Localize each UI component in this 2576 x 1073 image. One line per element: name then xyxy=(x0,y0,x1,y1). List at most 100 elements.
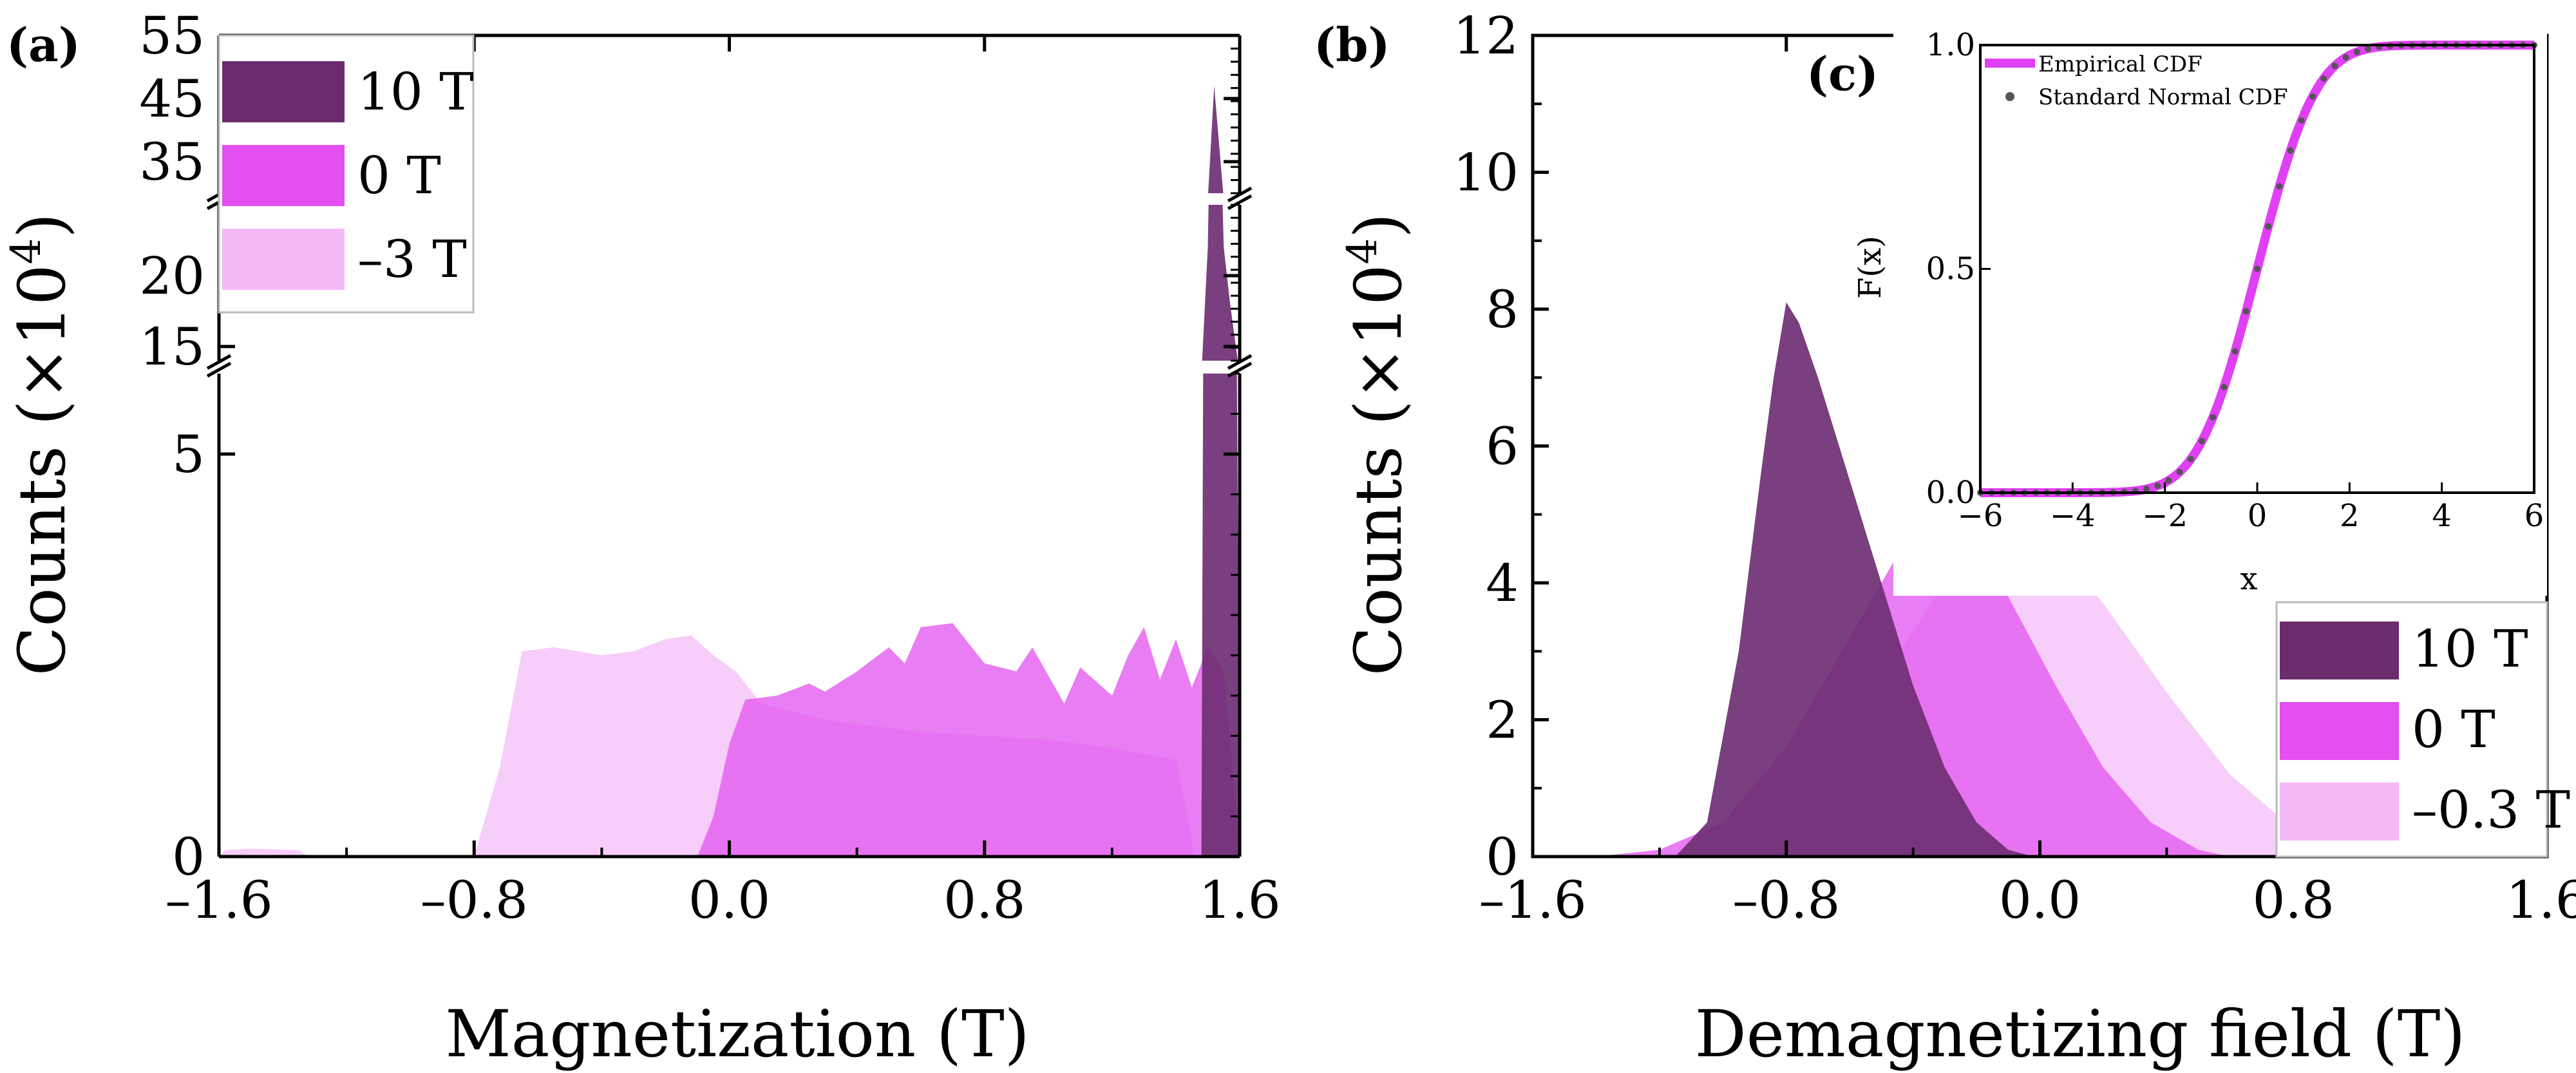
normal-cdf-point xyxy=(2254,265,2260,272)
panel-a-legend: 10 T 0 T –3 T xyxy=(218,34,475,314)
panel-a-label: (a) xyxy=(6,17,80,72)
axis-break-mark xyxy=(1227,354,1253,370)
y-tick-label: 15 xyxy=(139,317,205,377)
normal-cdf-point xyxy=(2342,54,2349,61)
legend-swatch xyxy=(2280,783,2399,840)
y-tick-label: 6 xyxy=(1486,417,1519,477)
legend-label: –3 T xyxy=(357,229,467,289)
y-tick-label: 4 xyxy=(1486,553,1519,613)
legend-label: Empirical CDF xyxy=(2038,52,2202,77)
x-tick-label: –1.6 xyxy=(1479,870,1586,930)
y-tick-label: 20 xyxy=(139,246,205,306)
normal-cdf-point xyxy=(2287,147,2294,154)
panel-b-legend: 10 T 0 T –0.3 T xyxy=(2275,601,2570,858)
panel-b-label: (b) xyxy=(1314,17,1390,72)
series-0T-area-s1 xyxy=(697,361,1240,375)
x-tick-label: 2 xyxy=(2340,498,2360,534)
x-tick-label: 0.8 xyxy=(943,870,1025,930)
normal-cdf-point xyxy=(2242,308,2249,315)
normal-cdf-point xyxy=(2154,482,2161,489)
x-tick-label: 0.0 xyxy=(688,870,770,930)
axis-break-mark xyxy=(1227,186,1253,203)
x-tick-label: −6 xyxy=(1958,498,2003,534)
legend-label: 10 T xyxy=(357,62,474,122)
legend-label: 0 T xyxy=(2412,699,2496,759)
legend-swatch xyxy=(2280,702,2399,760)
normal-cdf-point xyxy=(2231,348,2239,355)
panel-c-xlabel: x xyxy=(2240,561,2257,597)
y-tick-label: 2 xyxy=(1486,690,1519,750)
normal-cdf-point xyxy=(2276,183,2283,190)
y-tick-label: 1.0 xyxy=(1926,27,1975,63)
x-tick-label: –0.8 xyxy=(1732,870,1840,930)
y-tick-label: 0.0 xyxy=(1926,475,1975,511)
series-10T-area-s1 xyxy=(1201,205,1240,361)
y-tick-label: 0.5 xyxy=(1926,251,1975,287)
axis-break-mark xyxy=(1227,194,1253,211)
normal-cdf-point xyxy=(2199,438,2205,445)
normal-cdf-point xyxy=(2309,93,2316,100)
x-tick-label: –0.8 xyxy=(421,870,528,930)
legend-label: 10 T xyxy=(2412,619,2528,679)
normal-cdf-point xyxy=(2353,48,2360,55)
panel-c: (c) −6 −4 −2 0 2 4 6 0.0 0.5 1.0 Empirical CDF Sta… xyxy=(1806,27,2547,597)
legend-point-swatch xyxy=(2005,92,2014,101)
y-tick-label: 55 xyxy=(139,6,205,66)
x-tick-label: 0.8 xyxy=(2253,870,2334,930)
normal-cdf-point xyxy=(2265,223,2272,230)
panel-a-ylabel-main: Counts (×10 xyxy=(5,264,80,676)
panel-c-legend: Empirical CDF Standard Normal CDF xyxy=(1985,52,2288,110)
panel-a-ylabel-sup: 4 xyxy=(3,238,50,265)
y-tick-label: 0 xyxy=(172,827,205,887)
panel-a-ylabel: Counts (×104) xyxy=(3,213,80,676)
y-tick-label: 10 xyxy=(1453,143,1519,203)
series-10T-area xyxy=(1675,302,2034,857)
axis-break-mark xyxy=(206,354,232,370)
x-tick-label: 6 xyxy=(2524,498,2544,534)
normal-cdf-point xyxy=(2331,62,2338,70)
axis-break-mark xyxy=(206,361,232,378)
legend-swatch xyxy=(2280,622,2399,679)
panel-b-xlabel: Demagnetizing field (T) xyxy=(1695,996,2466,1072)
normal-cdf-point xyxy=(2143,486,2150,493)
y-tick-label: 8 xyxy=(1486,280,1519,339)
legend-swatch xyxy=(222,145,345,206)
panel-b-axes: –1.6 –0.8 0.0 0.8 1.6 0 2 4 6 8 10 12 xyxy=(1453,6,2576,930)
x-tick-label: 0 xyxy=(2248,498,2268,534)
normal-cdf-point xyxy=(2187,455,2194,462)
panel-c-axes: −6 −4 −2 0 2 4 6 0.0 0.5 1.0 xyxy=(1926,27,2544,534)
panel-b: (b) –1.6 –0.8 0.0 0.8 1.6 0 2 4 6 8 10 12 10 T 0 T –0… xyxy=(1314,6,2576,1072)
legend-label: –0.3 T xyxy=(2412,780,2570,840)
normal-cdf-point xyxy=(2165,477,2172,484)
panel-c-label: (c) xyxy=(1806,46,1879,101)
series-0T-area-s0 xyxy=(697,623,1240,857)
panel-b-ylabel-close: ) xyxy=(1341,213,1416,238)
normal-cdf-point xyxy=(2210,413,2217,421)
panel-a-series xyxy=(219,86,1240,857)
y-tick-label: 12 xyxy=(1453,6,1519,66)
series-10T-area-s0 xyxy=(1201,374,1240,857)
x-tick-label: −2 xyxy=(2142,498,2188,534)
legend-swatch xyxy=(222,61,345,122)
x-tick-label: 0.0 xyxy=(1999,870,2081,930)
series-0T-area-s2 xyxy=(697,193,1240,200)
y-tick-label: 35 xyxy=(139,132,205,192)
panel-a-ylabel-close: ) xyxy=(5,213,80,238)
legend-label: Standard Normal CDF xyxy=(2038,84,2288,110)
panel-b-ylabel-sup: 4 xyxy=(1339,238,1387,265)
x-tick-label: −4 xyxy=(2050,498,2096,534)
x-tick-label: 1.6 xyxy=(2506,870,2576,930)
normal-cdf-point xyxy=(2365,45,2371,52)
panel-c-ylabel: F(x) xyxy=(1852,236,1888,299)
panel-b-ylabel-main: Counts (×10 xyxy=(1341,264,1416,676)
legend-label: 0 T xyxy=(357,146,441,205)
panel-a-xlabel: Magnetization (T) xyxy=(445,996,1029,1072)
legend-swatch xyxy=(222,229,345,290)
normal-cdf-point xyxy=(2221,384,2228,391)
x-tick-label: 1.6 xyxy=(1198,870,1280,930)
x-tick-label: 4 xyxy=(2432,498,2452,534)
y-tick-label: 5 xyxy=(172,424,205,484)
panel-b-ylabel: Counts (×104) xyxy=(1339,213,1416,676)
normal-cdf-point xyxy=(2298,117,2305,124)
